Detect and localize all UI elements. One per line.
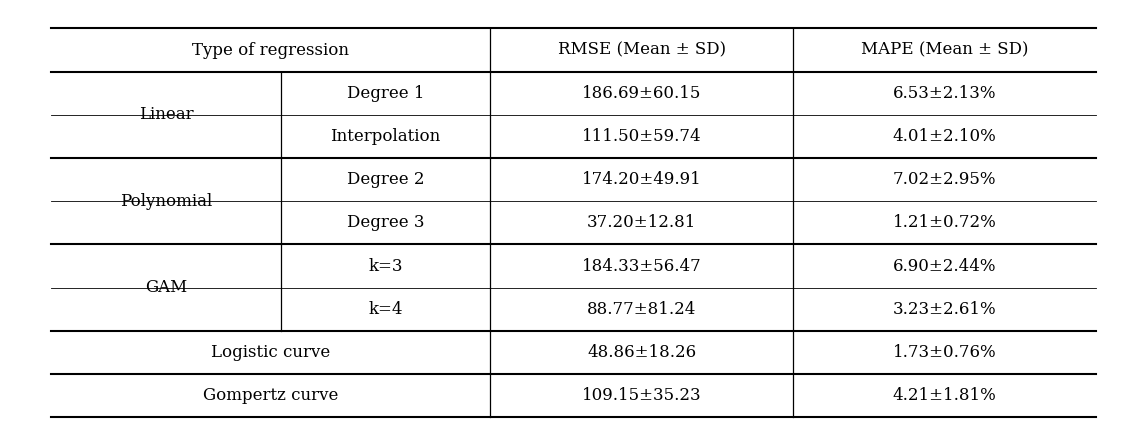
Text: Gompertz curve: Gompertz curve <box>203 387 339 404</box>
Text: 4.01±2.10%: 4.01±2.10% <box>893 128 996 145</box>
Text: 3.23±2.61%: 3.23±2.61% <box>893 301 996 318</box>
Text: 111.50±59.74: 111.50±59.74 <box>582 128 701 145</box>
Text: 37.20±12.81: 37.20±12.81 <box>587 215 696 231</box>
Text: 88.77±81.24: 88.77±81.24 <box>587 301 696 318</box>
Text: 48.86±18.26: 48.86±18.26 <box>587 344 696 361</box>
Text: k=4: k=4 <box>368 301 403 318</box>
Text: Degree 1: Degree 1 <box>346 85 425 102</box>
Text: 186.69±60.15: 186.69±60.15 <box>582 85 701 102</box>
Text: Logistic curve: Logistic curve <box>211 344 331 361</box>
Text: RMSE (Mean ± SD): RMSE (Mean ± SD) <box>558 42 726 59</box>
Text: 4.21±1.81%: 4.21±1.81% <box>893 387 996 404</box>
Text: Linear: Linear <box>139 106 193 123</box>
Text: 1.21±0.72%: 1.21±0.72% <box>893 215 996 231</box>
Text: MAPE (Mean ± SD): MAPE (Mean ± SD) <box>861 42 1028 59</box>
Text: Polynomial: Polynomial <box>120 193 212 210</box>
Text: 6.53±2.13%: 6.53±2.13% <box>893 85 996 102</box>
Text: 109.15±35.23: 109.15±35.23 <box>582 387 701 404</box>
Text: 7.02±2.95%: 7.02±2.95% <box>893 171 996 188</box>
Text: 174.20±49.91: 174.20±49.91 <box>582 171 702 188</box>
Text: 6.90±2.44%: 6.90±2.44% <box>893 257 996 274</box>
Text: Type of regression: Type of regression <box>192 42 349 59</box>
Text: 184.33±56.47: 184.33±56.47 <box>582 257 702 274</box>
Text: GAM: GAM <box>145 279 187 296</box>
Text: Degree 2: Degree 2 <box>346 171 425 188</box>
Text: k=3: k=3 <box>368 257 403 274</box>
Text: 1.73±0.76%: 1.73±0.76% <box>893 344 996 361</box>
Text: Interpolation: Interpolation <box>331 128 441 145</box>
Text: Degree 3: Degree 3 <box>346 215 425 231</box>
